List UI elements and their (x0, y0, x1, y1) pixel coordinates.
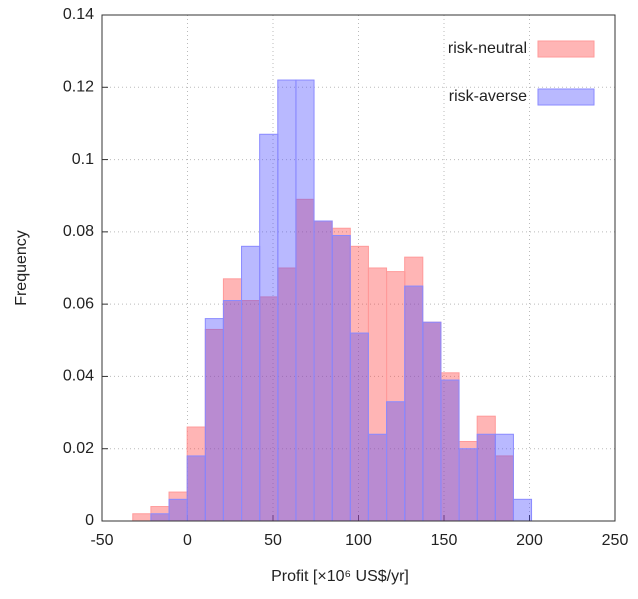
bar (440, 379, 460, 522)
y-tick-label: 0.06 (63, 295, 94, 312)
bar (367, 433, 388, 522)
x-tick-label: 250 (602, 532, 629, 549)
legend-swatch (537, 88, 595, 106)
y-tick-label: 0.1 (72, 151, 94, 168)
bar (241, 245, 261, 522)
legend-label: risk-averse (449, 88, 527, 105)
bar (204, 318, 224, 522)
bar (259, 133, 279, 522)
y-tick-label: 0.04 (63, 368, 94, 385)
x-tick-label: 0 (183, 532, 192, 549)
legend-label: risk-neutral (448, 40, 527, 57)
y-axis-label: Frequency (13, 230, 30, 306)
bar (331, 234, 351, 522)
y-tick-label: 0.14 (63, 6, 94, 23)
bar (168, 498, 188, 522)
x-tick-label: 50 (264, 532, 282, 549)
x-tick-label: -50 (90, 532, 113, 549)
x-tick-label: 200 (516, 532, 543, 549)
legend-swatch (537, 40, 595, 58)
bar (494, 433, 514, 522)
bar (132, 513, 152, 522)
bar (476, 433, 496, 522)
y-tick-label: 0 (85, 512, 94, 529)
y-tick-label: 0.02 (63, 440, 94, 457)
bar (349, 332, 369, 522)
bar (222, 300, 243, 522)
x-axis-label: Profit [×10⁶ US$/yr] (271, 568, 409, 585)
bar (404, 285, 424, 522)
bar (458, 448, 478, 522)
bar (512, 498, 533, 522)
x-tick-label: 150 (431, 532, 458, 549)
bar (422, 321, 442, 522)
y-tick-label: 0.08 (63, 223, 94, 240)
y-tick-label: 0.12 (63, 79, 94, 96)
bar (150, 513, 170, 522)
bar (186, 455, 206, 522)
bar (313, 220, 333, 522)
x-tick-label: 100 (345, 532, 372, 549)
bar (295, 79, 315, 522)
bar (386, 401, 406, 522)
bar (277, 79, 297, 522)
plot-frame (101, 14, 616, 522)
